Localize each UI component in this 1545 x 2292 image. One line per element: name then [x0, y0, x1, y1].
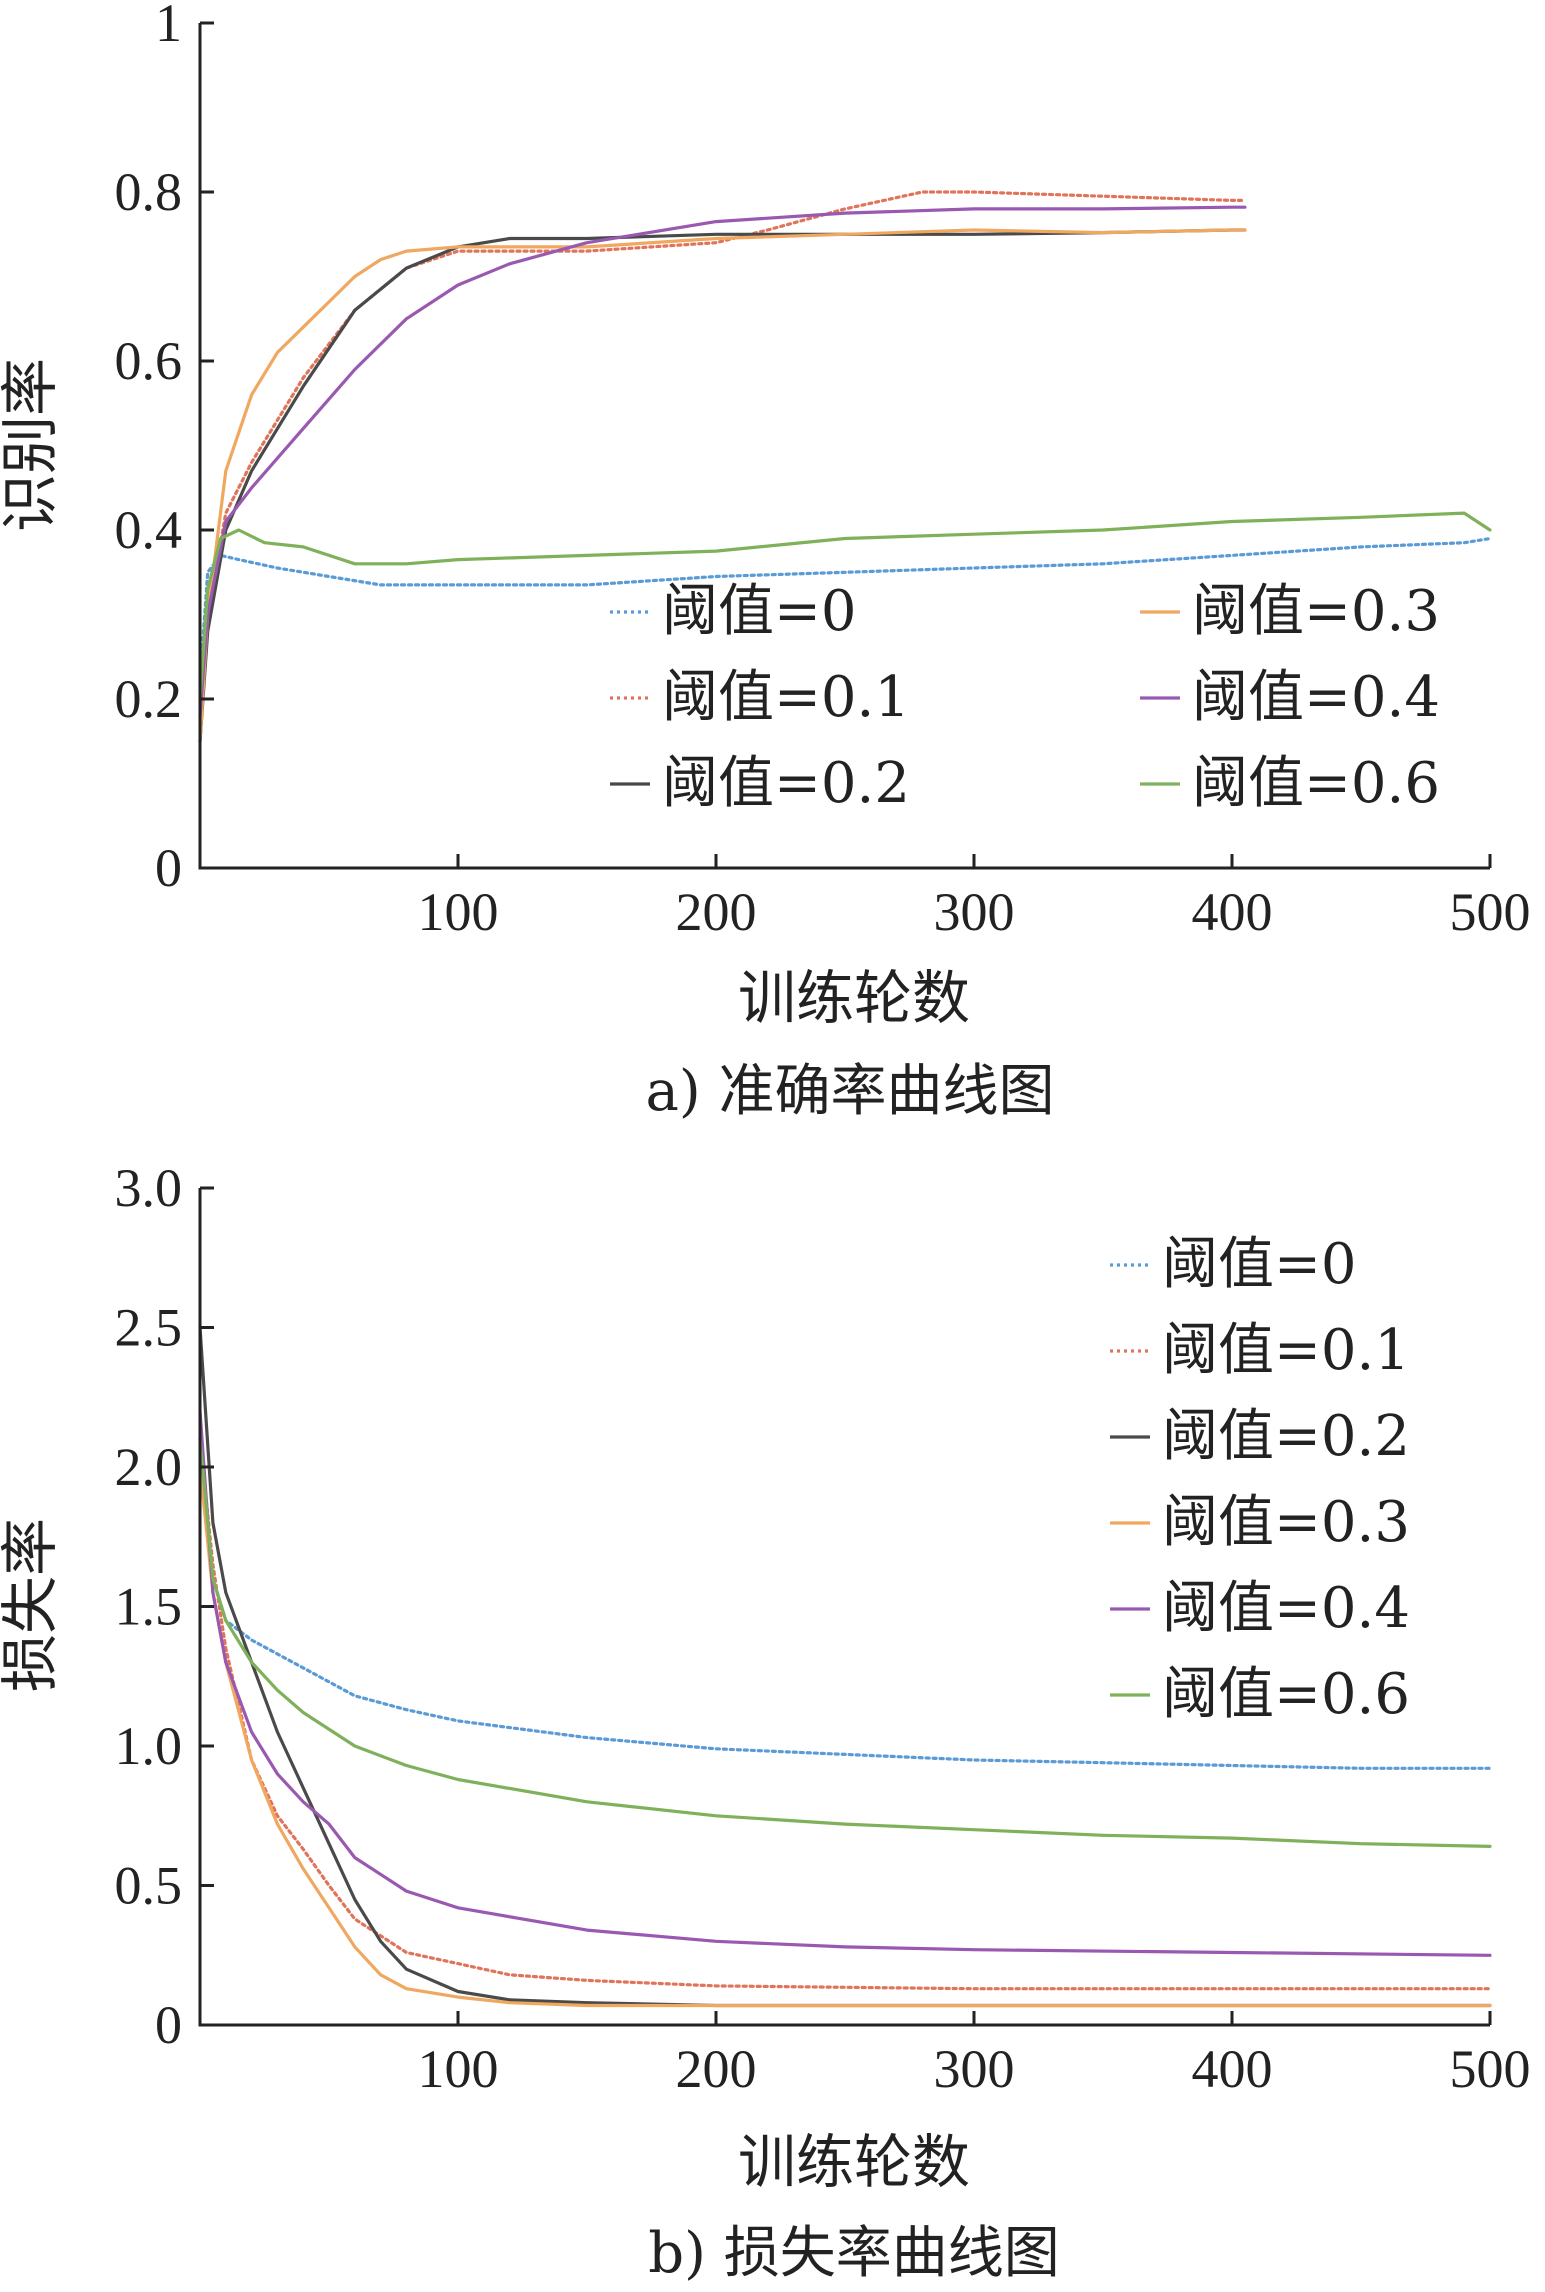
loss-y-tick-label: 2.5 [115, 1298, 183, 1358]
accuracy-legend-item-0: 阈值=0 [610, 579, 857, 644]
accuracy-legend-label: 阈值=0.3 [1192, 579, 1440, 644]
accuracy-x-tick-label: 400 [1192, 882, 1273, 942]
accuracy-legend-label: 阈值=0 [662, 579, 857, 644]
loss-series-line-5 [198, 1437, 1492, 1849]
accuracy-legend-label: 阈值=0.6 [1192, 751, 1440, 816]
accuracy-legend-item-5: 阈值=0.6 [1140, 751, 1440, 816]
loss-y-tick-label: 0.5 [115, 1856, 183, 1916]
accuracy-x-tick-label: 300 [934, 882, 1015, 942]
loss-series-group [198, 1325, 1492, 2008]
loss-legend-item-3: 阈值=0.3 [1110, 1490, 1410, 1555]
accuracy-legend-item-3: 阈值=0.3 [1140, 579, 1440, 644]
loss-legend-label: 阈值=0 [1162, 1232, 1357, 1297]
loss-x-axis-label: 训练轮数 [738, 2128, 970, 2196]
loss-legend-label: 阈值=0.6 [1162, 1662, 1410, 1727]
loss-y-tick-label: 3.0 [115, 1158, 183, 1218]
loss-legend-item-5: 阈值=0.6 [1110, 1662, 1410, 1727]
loss-y-tick-label: 1.5 [115, 1577, 183, 1637]
accuracy-axes [198, 23, 1490, 870]
accuracy-series-line-4 [198, 205, 1247, 718]
accuracy-y-tick-label: 0 [155, 838, 182, 898]
loss-y-axis-label: 损失率 [0, 1518, 64, 1692]
loss-caption: b) 损失率曲线图 [648, 2221, 1060, 2286]
loss-legend-item-0: 阈值=0 [1110, 1232, 1357, 1297]
loss-series-line-3 [198, 1465, 1492, 2008]
loss-x-tick-label: 400 [1192, 2039, 1273, 2099]
accuracy-y-tick-label: 0.4 [115, 500, 183, 560]
loss-legend-label: 阈值=0.1 [1162, 1318, 1410, 1383]
loss-legend-label: 阈值=0.2 [1162, 1404, 1410, 1469]
loss-legend-item-2: 阈值=0.2 [1110, 1404, 1410, 1469]
accuracy-legend-item-2: 阈值=0.2 [610, 751, 910, 816]
accuracy-series-line-3 [198, 228, 1247, 743]
loss-x-tick-label: 300 [934, 2039, 1015, 2099]
loss-legend: 阈值=0 阈值=0.1 阈值=0.2 阈值=0.3 阈值=0.4 阈值=0.6 [1110, 1232, 1410, 1727]
accuracy-caption: a) 准确率曲线图 [645, 1059, 1054, 1124]
accuracy-legend-item-4: 阈值=0.4 [1140, 665, 1440, 730]
loss-y-tick-label: 2.0 [115, 1437, 183, 1497]
accuracy-series-line-0 [198, 536, 1492, 684]
accuracy-chart: 100 200 300 400 500 0 0.2 0.4 0.6 0.8 1 识别率 训练轮数 a… [0, 0, 1531, 1124]
accuracy-series-group [198, 190, 1492, 743]
loss-ticks: 100 200 300 400 500 0 0.5 1.0 1.5 2.0 2.5 3.0 [115, 1158, 1531, 2099]
loss-x-tick-label: 200 [676, 2039, 757, 2099]
accuracy-y-tick-label: 0.2 [115, 669, 183, 729]
loss-x-tick-label: 500 [1450, 2039, 1531, 2099]
accuracy-series-line-2 [198, 228, 1247, 743]
accuracy-x-tick-label: 100 [418, 882, 499, 942]
accuracy-legend-label: 阈值=0.2 [662, 751, 910, 816]
loss-legend-item-4: 阈值=0.4 [1110, 1576, 1410, 1641]
accuracy-legend-label: 阈值=0.1 [662, 665, 910, 730]
accuracy-y-tick-label: 1 [155, 0, 182, 53]
accuracy-series-line-5 [198, 511, 1492, 701]
loss-x-tick-label: 100 [418, 2039, 499, 2099]
accuracy-y-tick-label: 0.8 [115, 162, 183, 222]
loss-y-tick-label: 1.0 [115, 1716, 183, 1776]
accuracy-legend-item-1: 阈值=0.1 [610, 665, 910, 730]
accuracy-legend: 阈值=0 阈值=0.1 阈值=0.2 阈值=0.3 阈值=0.4 阈值=0.6 [610, 579, 1440, 816]
loss-y-tick-label: 0 [155, 1995, 182, 2055]
accuracy-y-axis-label: 识别率 [0, 358, 64, 532]
loss-series-line-4 [198, 1409, 1492, 1957]
accuracy-y-tick-label: 0.6 [115, 331, 183, 391]
loss-chart: 100 200 300 400 500 0 0.5 1.0 1.5 2.0 2.5 3.0 损失率 训… [0, 1158, 1531, 2286]
loss-legend-label: 阈值=0.3 [1162, 1490, 1410, 1555]
accuracy-x-axis-label: 训练轮数 [738, 964, 970, 1032]
loss-series-line-1 [198, 1437, 1492, 1991]
loss-legend-label: 阈值=0.4 [1162, 1576, 1410, 1641]
accuracy-ticks: 100 200 300 400 500 0 0.2 0.4 0.6 0.8 1 [115, 0, 1531, 942]
loss-legend-item-1: 阈值=0.1 [1110, 1318, 1410, 1383]
accuracy-series-line-1 [198, 190, 1247, 743]
accuracy-x-tick-label: 200 [676, 882, 757, 942]
accuracy-x-tick-label: 500 [1450, 882, 1531, 942]
accuracy-legend-label: 阈值=0.4 [1192, 665, 1440, 730]
